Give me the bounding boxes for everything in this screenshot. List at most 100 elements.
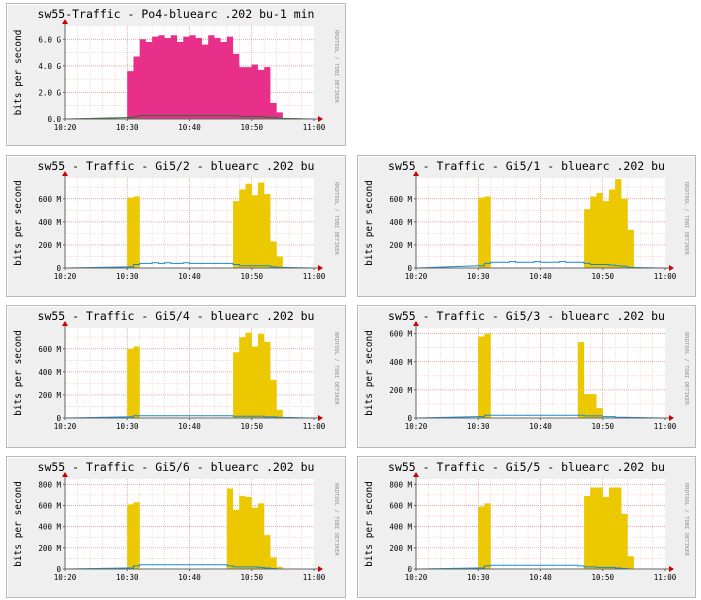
x-tick-label: 10:30 <box>467 272 490 281</box>
y-axis-arrow <box>413 171 419 176</box>
chart-title: sw55-Traffic - Po4-bluearc .202 bu-1 min <box>38 7 315 21</box>
series-line <box>64 262 315 269</box>
x-axis-arrow <box>669 265 674 271</box>
chart-gi5-4: sw55 - Traffic - Gi5/4 - bluearc .202 bu… <box>13 309 339 431</box>
chart-gi5-3: sw55 - Traffic - Gi5/3 - bluearc .202 bu… <box>364 309 689 431</box>
series-area <box>127 35 283 119</box>
series-line <box>415 564 665 570</box>
x-tick-label: 11:00 <box>303 573 326 582</box>
y-tick-label: 400 M <box>389 218 412 227</box>
series-area <box>127 332 283 418</box>
chart-gi5-5: sw55 - Traffic - Gi5/5 - bluearc .202 bu… <box>364 460 689 582</box>
x-tick-label: 10:30 <box>467 573 490 582</box>
chart-title: sw55 - Traffic - Gi5/2 - bluearc .202 bu <box>38 159 315 173</box>
rrdtool-credit: RRDTOOL / TOBI OETIKER <box>333 332 339 406</box>
x-axis-arrow <box>318 566 323 572</box>
y-tick-label: 0.0 <box>47 115 61 124</box>
chart-gi5-2: sw55 - Traffic - Gi5/2 - bluearc .202 bu… <box>13 159 339 281</box>
series-area <box>478 179 634 268</box>
rrdtool-credit: RRDTOOL / TOBI OETIKER <box>683 182 689 256</box>
x-axis-arrow <box>318 415 323 421</box>
y-tick-label: 200 M <box>38 544 61 553</box>
rrdtool-credit: RRDTOOL / TOBI OETIKER <box>683 332 689 406</box>
chart-title: sw55 - Traffic - Gi5/6 - bluearc .202 bu <box>38 460 315 474</box>
chart-title: sw55 - Traffic - Gi5/4 - bluearc .202 bu <box>38 309 315 323</box>
series-line <box>415 261 666 269</box>
x-tick-label: 10:20 <box>405 272 428 281</box>
y-tick-label: 600 M <box>38 195 61 204</box>
y-tick-label: 600 M <box>38 345 61 354</box>
y-tick-label: 6.0 G <box>38 35 61 44</box>
x-tick-label: 10:20 <box>54 573 77 582</box>
y-axis-arrow <box>62 171 68 176</box>
rrdtool-credit: RRDTOOL / TOBI OETIKER <box>683 483 689 557</box>
x-tick-label: 10:40 <box>178 573 201 582</box>
chart-panel-gi5-2: sw55 - Traffic - Gi5/2 - bluearc .202 bu… <box>6 155 346 297</box>
x-tick-label: 10:40 <box>178 422 201 431</box>
y-tick-label: 0 <box>56 264 61 273</box>
x-tick-label: 10:40 <box>529 422 552 431</box>
chart-title: sw55 - Traffic - Gi5/1 - bluearc .202 bu <box>388 159 665 173</box>
y-axis-arrow <box>62 472 68 477</box>
chart-title: sw55 - Traffic - Gi5/5 - bluearc .202 bu <box>388 460 665 474</box>
series-area <box>127 488 283 569</box>
y-axis-label: bits per second <box>13 30 24 116</box>
y-tick-label: 400 M <box>38 368 61 377</box>
x-tick-label: 10:30 <box>116 123 139 132</box>
x-tick-label: 11:00 <box>303 422 326 431</box>
x-tick-label: 10:50 <box>240 272 263 281</box>
x-tick-label: 11:00 <box>303 272 326 281</box>
y-axis-arrow <box>62 19 68 24</box>
rrdtool-credit: RRDTOOL / TOBI OETIKER <box>333 182 339 256</box>
chart-panel-gi5-4: sw55 - Traffic - Gi5/4 - bluearc .202 bu… <box>6 305 346 448</box>
chart-po4: sw55-Traffic - Po4-bluearc .202 bu-1 min… <box>13 7 339 132</box>
y-tick-label: 0 <box>407 414 412 423</box>
y-tick-label: 800 M <box>38 480 61 489</box>
series-line <box>64 415 315 419</box>
y-tick-label: 400 M <box>38 523 61 532</box>
x-tick-label: 10:30 <box>116 422 139 431</box>
y-tick-label: 600 M <box>389 195 412 204</box>
y-axis-label: bits per second <box>364 180 375 266</box>
series-line <box>64 115 315 120</box>
y-tick-label: 0 <box>407 565 412 574</box>
x-tick-label: 11:00 <box>303 123 326 132</box>
x-tick-label: 11:00 <box>654 272 677 281</box>
y-axis-arrow <box>413 472 419 477</box>
x-axis-arrow <box>669 566 674 572</box>
x-axis-arrow <box>318 265 323 271</box>
x-tick-label: 10:20 <box>54 272 77 281</box>
y-tick-label: 400 M <box>389 523 412 532</box>
series-area <box>127 182 283 268</box>
x-tick-label: 10:20 <box>405 422 428 431</box>
x-tick-label: 10:30 <box>116 272 139 281</box>
x-tick-label: 10:30 <box>467 422 490 431</box>
series-line <box>64 564 314 570</box>
y-axis-arrow <box>62 321 68 326</box>
y-tick-label: 200 M <box>38 241 61 250</box>
x-tick-label: 10:40 <box>178 272 201 281</box>
x-axis-arrow <box>669 415 674 421</box>
y-tick-label: 200 M <box>389 386 412 395</box>
x-tick-label: 10:40 <box>178 123 201 132</box>
y-tick-label: 0 <box>56 414 61 423</box>
y-tick-label: 400 M <box>38 218 61 227</box>
rrdtool-credit: RRDTOOL / TOBI OETIKER <box>333 30 339 104</box>
x-tick-label: 10:50 <box>240 573 263 582</box>
x-axis-arrow <box>318 116 323 122</box>
chart-panel-gi5-6: sw55 - Traffic - Gi5/6 - bluearc .202 bu… <box>6 456 346 598</box>
chart-gi5-6: sw55 - Traffic - Gi5/6 - bluearc .202 bu… <box>13 460 339 582</box>
y-axis-arrow <box>413 321 419 326</box>
y-tick-label: 0 <box>407 264 412 273</box>
x-tick-label: 11:00 <box>654 422 677 431</box>
y-axis-label: bits per second <box>13 330 24 416</box>
y-tick-label: 200 M <box>389 544 412 553</box>
x-tick-label: 10:50 <box>591 272 614 281</box>
y-tick-label: 200 M <box>38 391 61 400</box>
x-tick-label: 10:50 <box>240 422 263 431</box>
y-tick-label: 0 <box>56 565 61 574</box>
y-axis-label: bits per second <box>13 180 24 266</box>
x-tick-label: 11:00 <box>654 573 677 582</box>
y-tick-label: 600 M <box>389 501 412 510</box>
x-tick-label: 10:20 <box>54 422 77 431</box>
